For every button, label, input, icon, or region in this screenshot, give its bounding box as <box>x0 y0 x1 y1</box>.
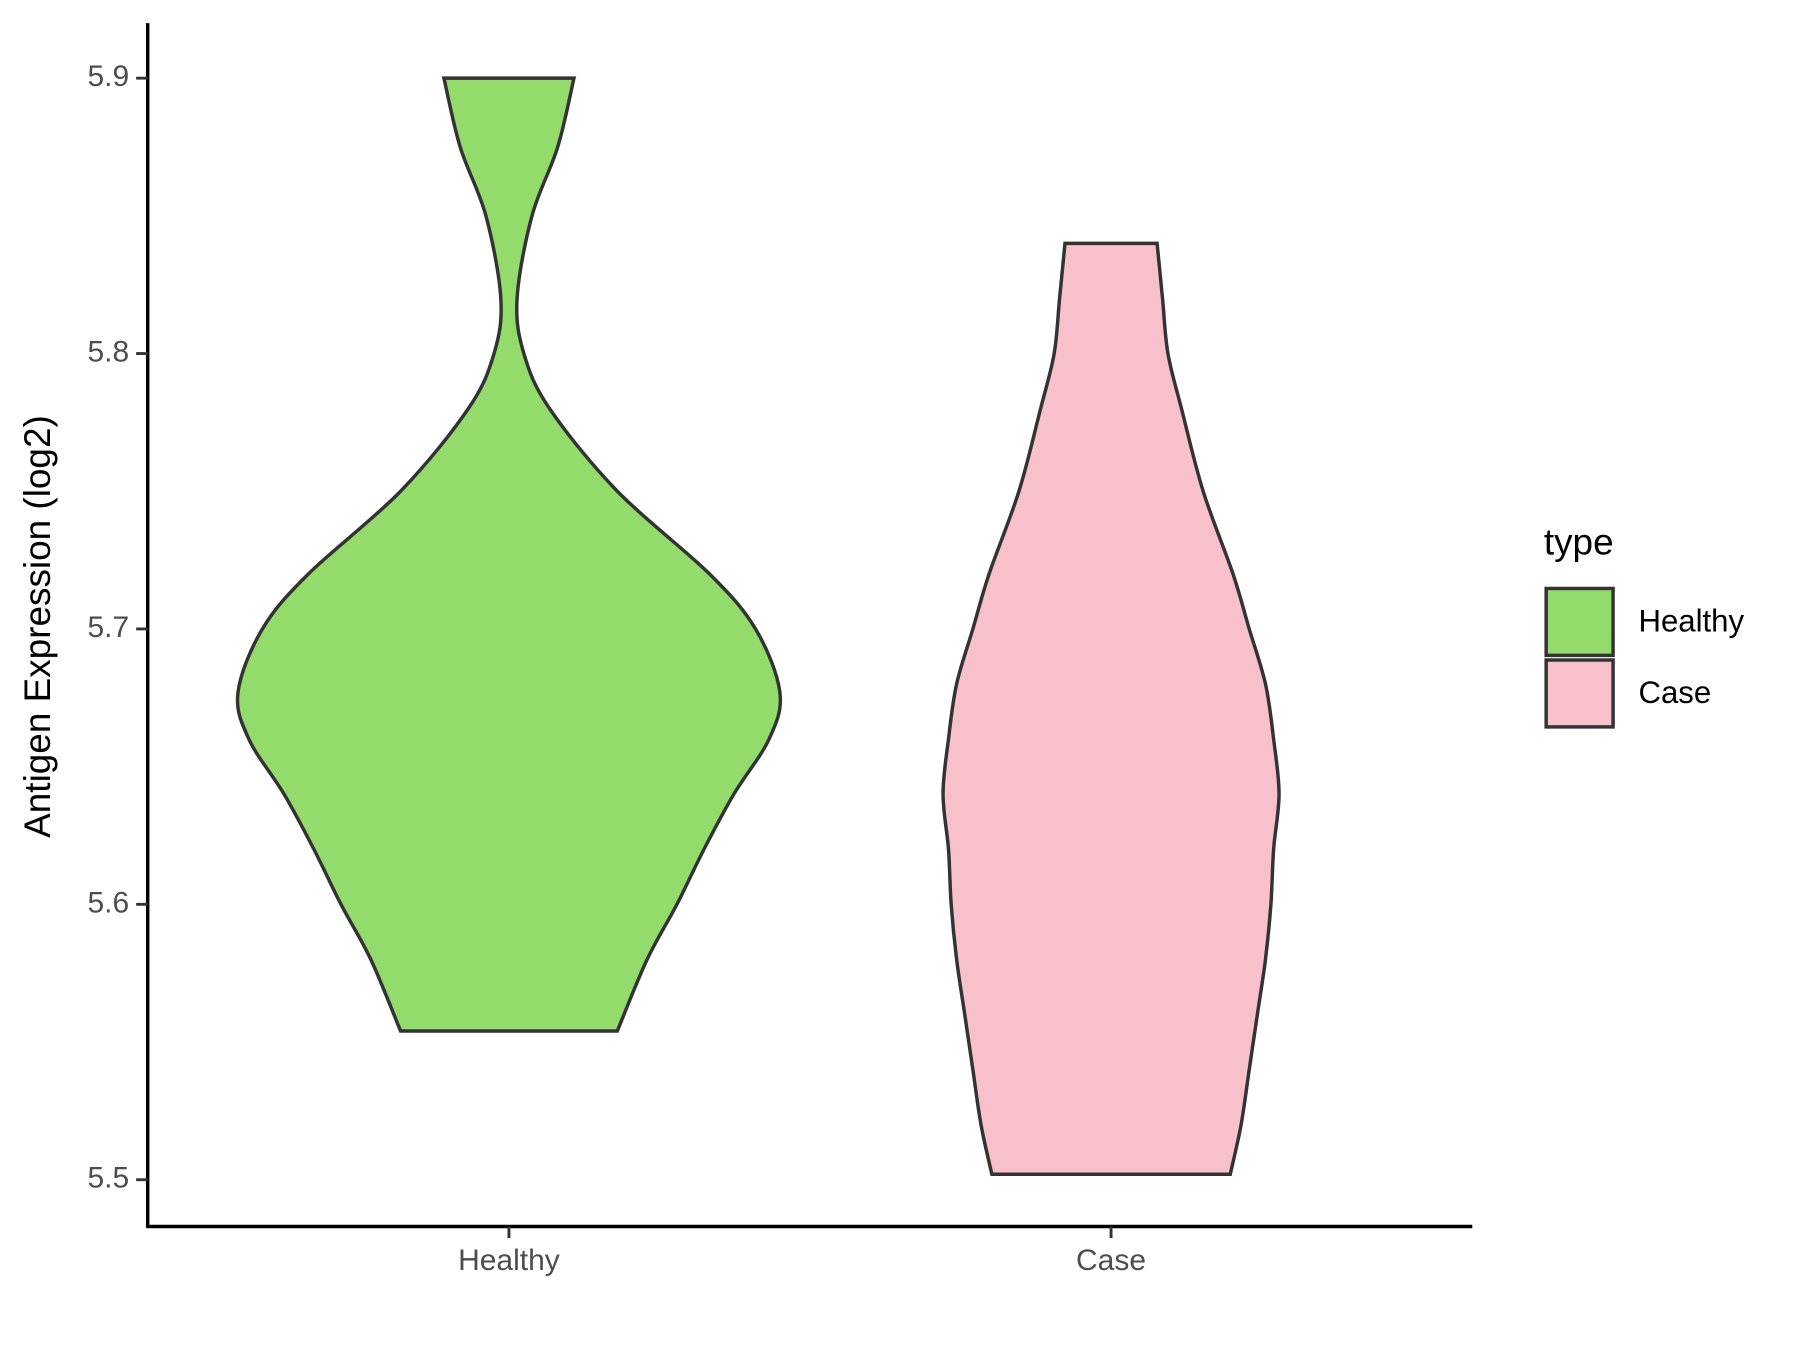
y-tick-label: 5.5 <box>88 1162 130 1195</box>
legend-title: type <box>1544 521 1614 562</box>
violin <box>941 241 1281 1176</box>
y-axis-title: Antigen Expression (log2) <box>17 415 58 838</box>
x-tick-label: Case <box>1076 1244 1146 1277</box>
legend-key <box>1544 586 1615 658</box>
x-tick-label: Healthy <box>458 1244 560 1277</box>
y-tick-label: 5.7 <box>88 611 130 644</box>
violin <box>235 76 783 1033</box>
y-tick-label: 5.9 <box>88 60 130 93</box>
legend-label: Healthy <box>1638 603 1744 638</box>
legend-label: Case <box>1638 675 1711 710</box>
y-tick-label: 5.6 <box>88 886 130 919</box>
y-tick-label: 5.8 <box>88 335 130 368</box>
legend-key <box>1544 658 1615 729</box>
